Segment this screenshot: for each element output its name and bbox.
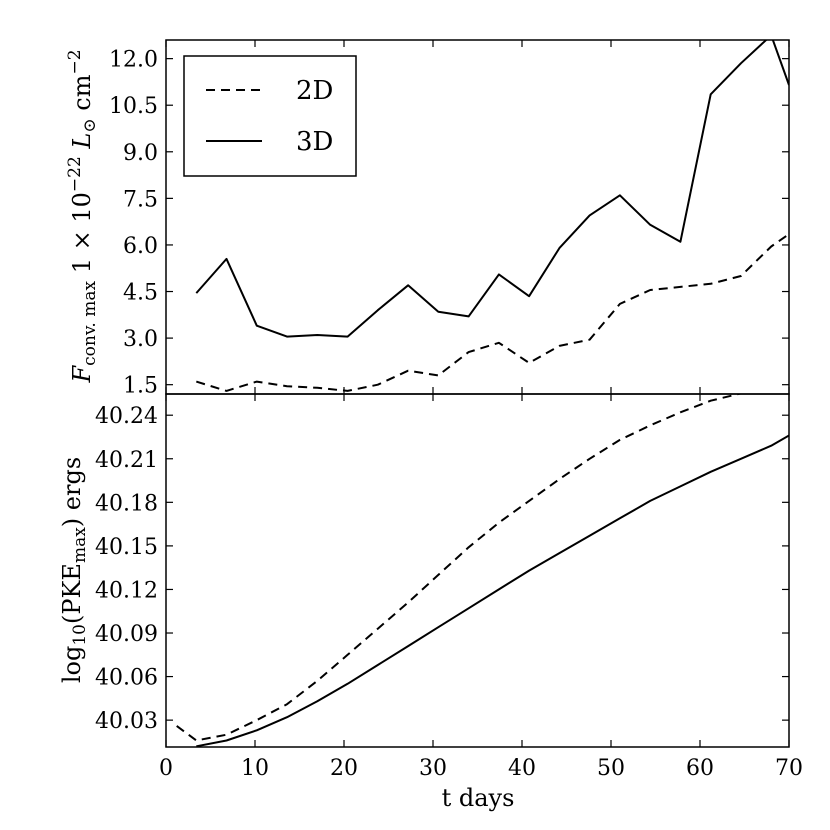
- bottom-xtick-label: 60: [686, 756, 714, 781]
- ylabel-cm: cm: [68, 74, 96, 118]
- bottom-panel: 40.03 40.06 40.09 40.12 40.15 40.18 40.21 40.24…: [95, 393, 803, 781]
- bottom-ytick-label: 40.06: [95, 666, 158, 691]
- bottom-xtick-label: 40: [508, 756, 536, 781]
- bottom-ytick-label: 40.09: [95, 622, 158, 647]
- top-ytick-label: 3.0: [123, 327, 158, 352]
- ylabel-mid: 1 × 10: [68, 192, 96, 281]
- ylabel2-mid: (PKE: [58, 563, 86, 624]
- x-axis-label: t days: [442, 784, 515, 812]
- bottom-xtick-label: 20: [330, 756, 358, 781]
- top-ytick-label: 4.5: [123, 281, 158, 306]
- legend-2d-label: 2D: [296, 76, 333, 106]
- bottom-xtick-label: 30: [419, 756, 447, 781]
- bottom-ytick-label: 40.15: [95, 535, 158, 560]
- ylabel-exp: −22: [65, 156, 85, 192]
- ylabel-F: F: [68, 365, 96, 384]
- ylabel-F-sub: conv. max: [80, 281, 100, 366]
- legend-3d-label: 3D: [296, 127, 333, 157]
- bottom-xtick-label: 10: [241, 756, 269, 781]
- bottom-series-3d-line: [196, 434, 789, 747]
- bottom-xtick-label: 0: [159, 756, 173, 781]
- top-y-axis-label: Fconv. max 1 × 10−22 L⊙ cm−2: [65, 49, 100, 383]
- ylabel-L: L: [68, 133, 96, 157]
- bottom-xtick-label: 50: [597, 756, 625, 781]
- top-ytick-label: 1.5: [123, 374, 158, 399]
- ylabel-sun: ⊙: [80, 118, 100, 132]
- bottom-plot-frame: [165, 393, 790, 748]
- ylabel2-post: ) ergs: [58, 457, 86, 527]
- bottom-xtick-label: 70: [775, 756, 803, 781]
- bottom-ytick-label: 40.24: [95, 404, 158, 429]
- ylabel2-sub: max: [70, 527, 90, 563]
- top-series-3d-line: [195, 40, 789, 338]
- top-series-2d-line: [196, 233, 789, 392]
- legend-frame: [183, 55, 357, 177]
- top-ytick-label: 9.0: [123, 141, 158, 166]
- top-ytick-label: 10.5: [109, 94, 158, 119]
- bottom-ytick-label: 40.21: [95, 448, 158, 473]
- top-panel: 1.5 3.0 4.5 6.0 7.5 9.0 10.5 12.0: [109, 39, 790, 399]
- legend: 2D 3D: [183, 55, 357, 177]
- top-ytick-label: 7.5: [123, 187, 158, 212]
- bottom-series-2d-line: [176, 394, 750, 742]
- bottom-ytick-label: 40.12: [95, 578, 158, 603]
- ylabel-cm-exp: −2: [65, 49, 85, 74]
- ylabel2-log: log: [58, 646, 86, 684]
- top-ytick-label: 6.0: [123, 234, 158, 259]
- bottom-ytick-label: 40.03: [95, 709, 158, 734]
- bottom-ytick-label: 40.18: [95, 491, 158, 516]
- ylabel2-log-sub: 10: [70, 624, 90, 646]
- top-ytick-label: 12.0: [109, 48, 158, 73]
- bottom-y-axis-label: log10(PKEmax) ergs: [58, 457, 90, 683]
